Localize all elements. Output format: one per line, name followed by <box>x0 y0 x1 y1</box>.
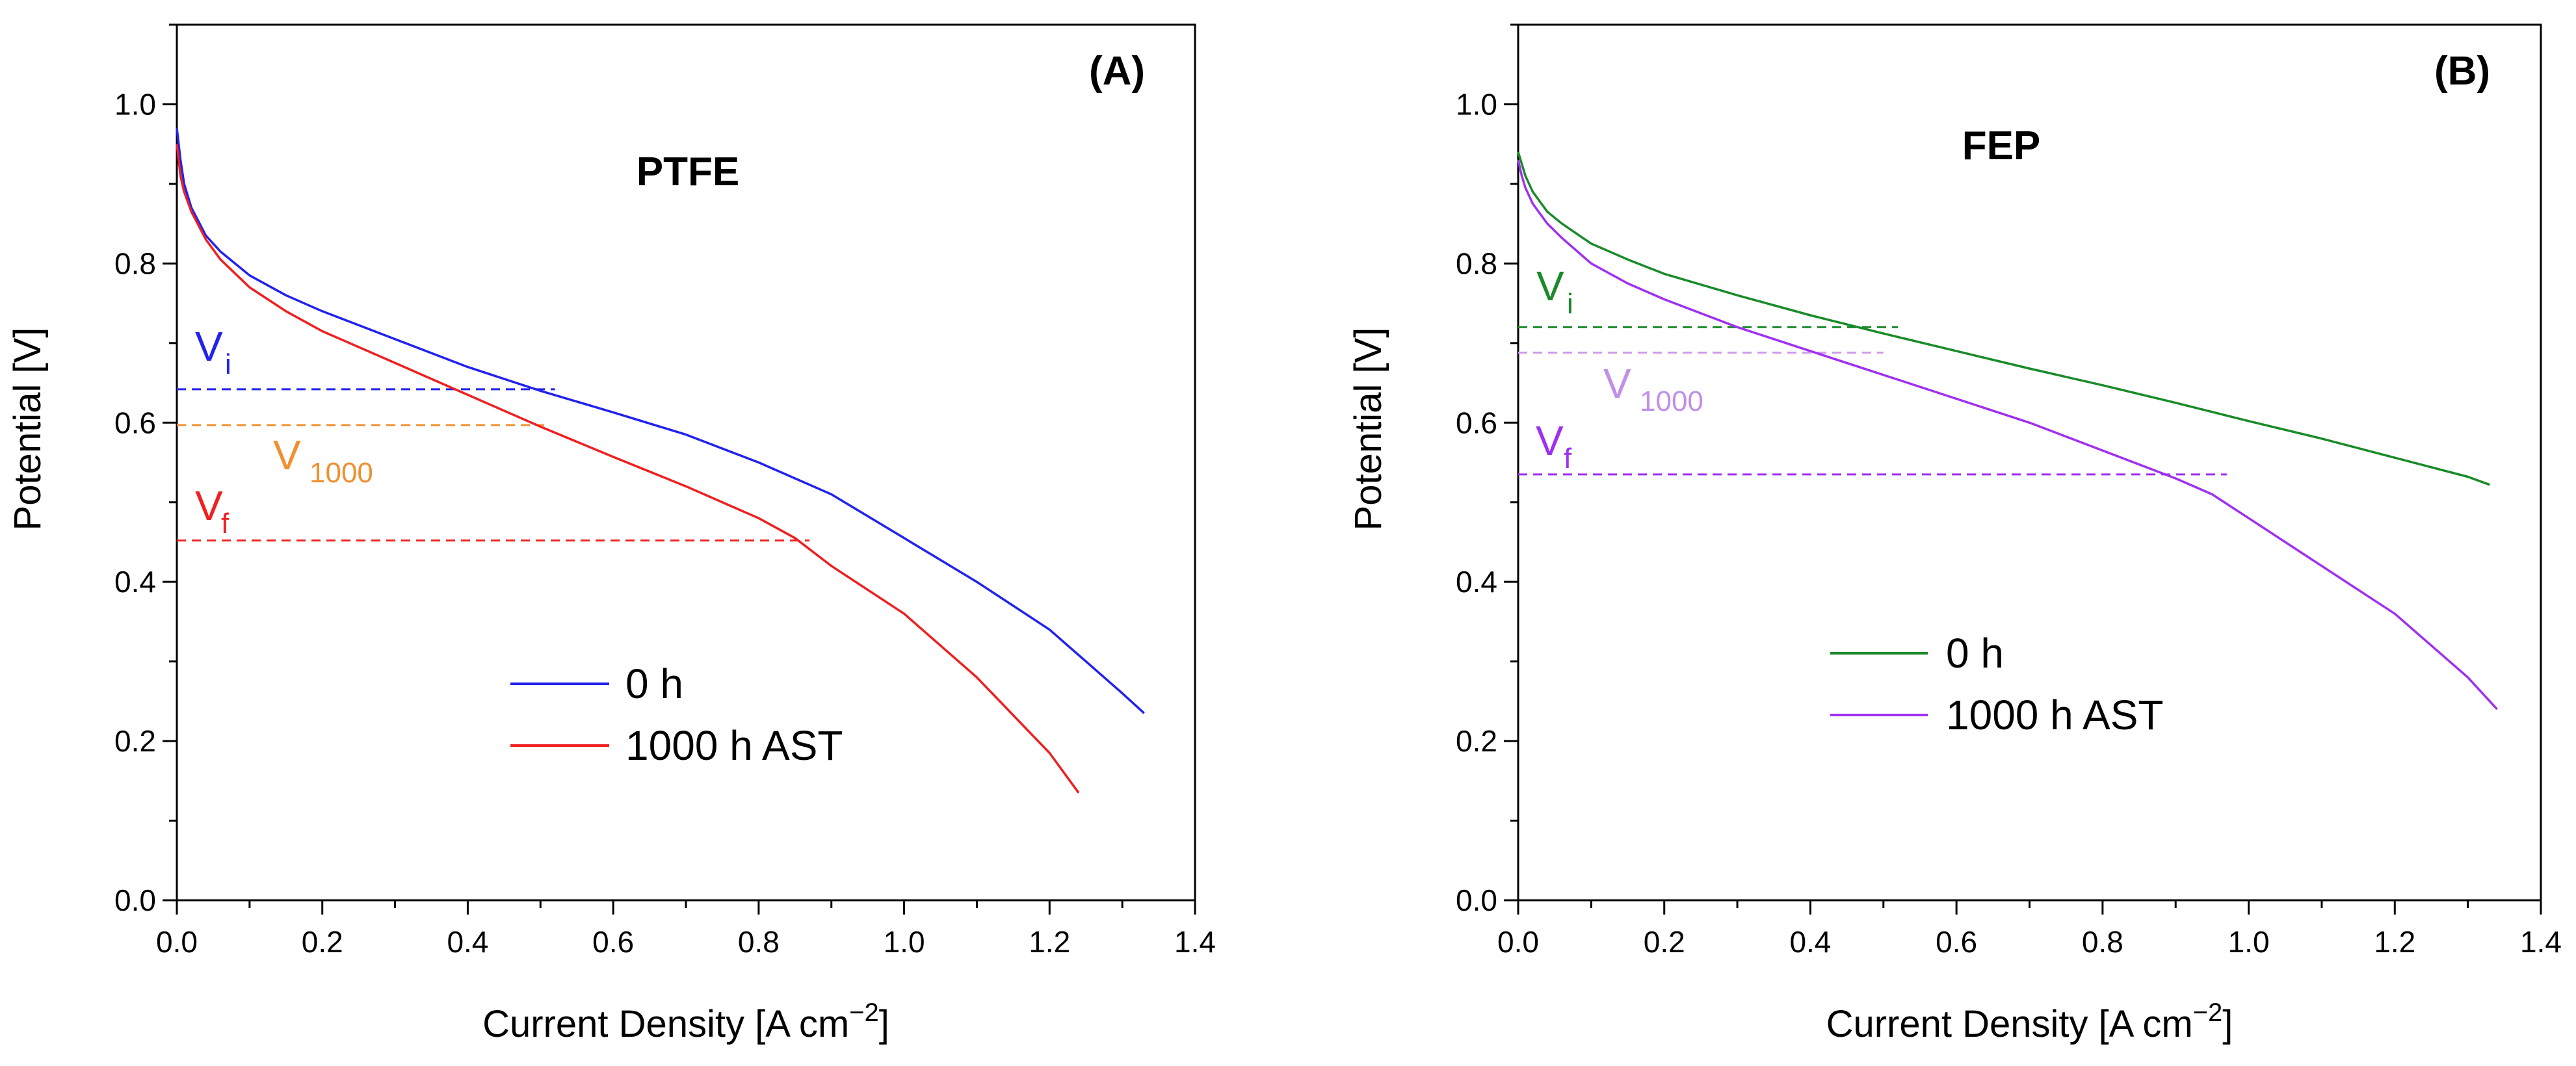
x-tick-label: 0.4 <box>447 925 488 959</box>
x-axis-title-main: Current Density [A cm <box>482 1003 849 1045</box>
legend-label: 0 h <box>1946 630 2004 677</box>
y-tick-label: 0.2 <box>114 724 156 758</box>
series-line-1000h <box>176 144 1080 794</box>
x-axis-title-sup: −2 <box>2193 998 2223 1027</box>
annotation-v-1000: V <box>1603 360 1631 407</box>
x-tick-label: 1.2 <box>1029 925 1070 959</box>
series-line-0h <box>1517 151 2490 486</box>
y-tick-label: 0.6 <box>114 406 156 439</box>
y-tick-label: 0.4 <box>114 565 156 599</box>
x-tick-label: 1.0 <box>884 925 925 959</box>
x-axis-title-sup: −2 <box>849 998 879 1027</box>
annotation-sub-i: i <box>225 348 231 380</box>
x-tick-label: 1.0 <box>2228 925 2270 959</box>
annotation-v-f: V <box>1536 417 1564 464</box>
panel-tag: (B) <box>2434 49 2490 94</box>
x-tick-label: 0.0 <box>1497 925 1539 959</box>
series-line-0h <box>176 128 1145 714</box>
x-tick-label: 0.6 <box>1936 925 1977 959</box>
y-axis-title: Potential [V] <box>7 328 49 531</box>
annotation-sub-f: f <box>1564 443 1572 474</box>
legend-label: 1000 h AST <box>1946 692 2163 738</box>
panel-tag: (A) <box>1089 49 1145 94</box>
x-axis-title: Current Density [A cm−2] <box>1826 998 2233 1045</box>
x-tick-label: 0.2 <box>1644 925 1685 959</box>
material-label: PTFE <box>637 150 739 194</box>
annotation-sub-1000: 1000 <box>1640 385 1703 417</box>
x-tick-label: 1.4 <box>2520 925 2562 959</box>
y-axis-title: Potential [V] <box>1347 328 1389 531</box>
legend-label: 1000 h AST <box>625 722 843 769</box>
x-axis-title-end: ] <box>879 1003 889 1045</box>
annotation-sub-1000: 1000 <box>309 457 373 489</box>
legend-label: 0 h <box>625 660 683 707</box>
y-tick-label: 0.2 <box>1456 724 1497 758</box>
material-label: FEP <box>1962 124 2041 168</box>
x-tick-label: 1.2 <box>2374 925 2415 959</box>
y-tick-label: 1.0 <box>1456 87 1497 121</box>
y-tick-label: 0.8 <box>1456 246 1497 280</box>
y-tick-label: 0.4 <box>1456 565 1497 599</box>
x-tick-label: 0.8 <box>2082 925 2123 959</box>
x-tick-label: 0.0 <box>156 925 198 959</box>
y-tick-label: 0.8 <box>114 246 156 280</box>
x-axis-title-end: ] <box>2222 1003 2233 1045</box>
x-tick-label: 0.2 <box>302 925 343 959</box>
x-tick-label: 0.4 <box>1789 925 1831 959</box>
x-axis-title: Current Density [A cm−2] <box>482 998 889 1045</box>
x-tick-label: 0.6 <box>592 925 634 959</box>
annotation-v-i: V <box>195 323 223 370</box>
x-axis-title-main: Current Density [A cm <box>1826 1003 2193 1045</box>
series-line-1000h <box>1517 159 2498 710</box>
annotation-v-1000: V <box>273 432 301 478</box>
y-tick-label: 0.0 <box>1456 883 1497 917</box>
x-tick-label: 1.4 <box>1174 925 1216 959</box>
y-tick-label: 0.0 <box>114 883 156 917</box>
y-tick-label: 0.6 <box>1456 406 1497 439</box>
chart-panel-a: 0.0 0.2 0.4 0.6 0.8 1.0 1.2 1.4 0.0 0.2 0.4 0.6 0.8 1… <box>7 23 1216 1045</box>
annotation-sub-i: i <box>1567 288 1573 320</box>
annotation-v-f: V <box>195 482 223 529</box>
y-tick-label: 1.0 <box>114 87 156 121</box>
chart-panel-b: 0.0 0.2 0.4 0.6 0.8 1.0 1.2 1.4 0.0 0.2 0.4 0.6 0.8 1… <box>1347 23 2562 1045</box>
annotation-v-i: V <box>1536 263 1564 309</box>
annotation-sub-f: f <box>221 508 230 540</box>
x-tick-label: 0.8 <box>738 925 780 959</box>
